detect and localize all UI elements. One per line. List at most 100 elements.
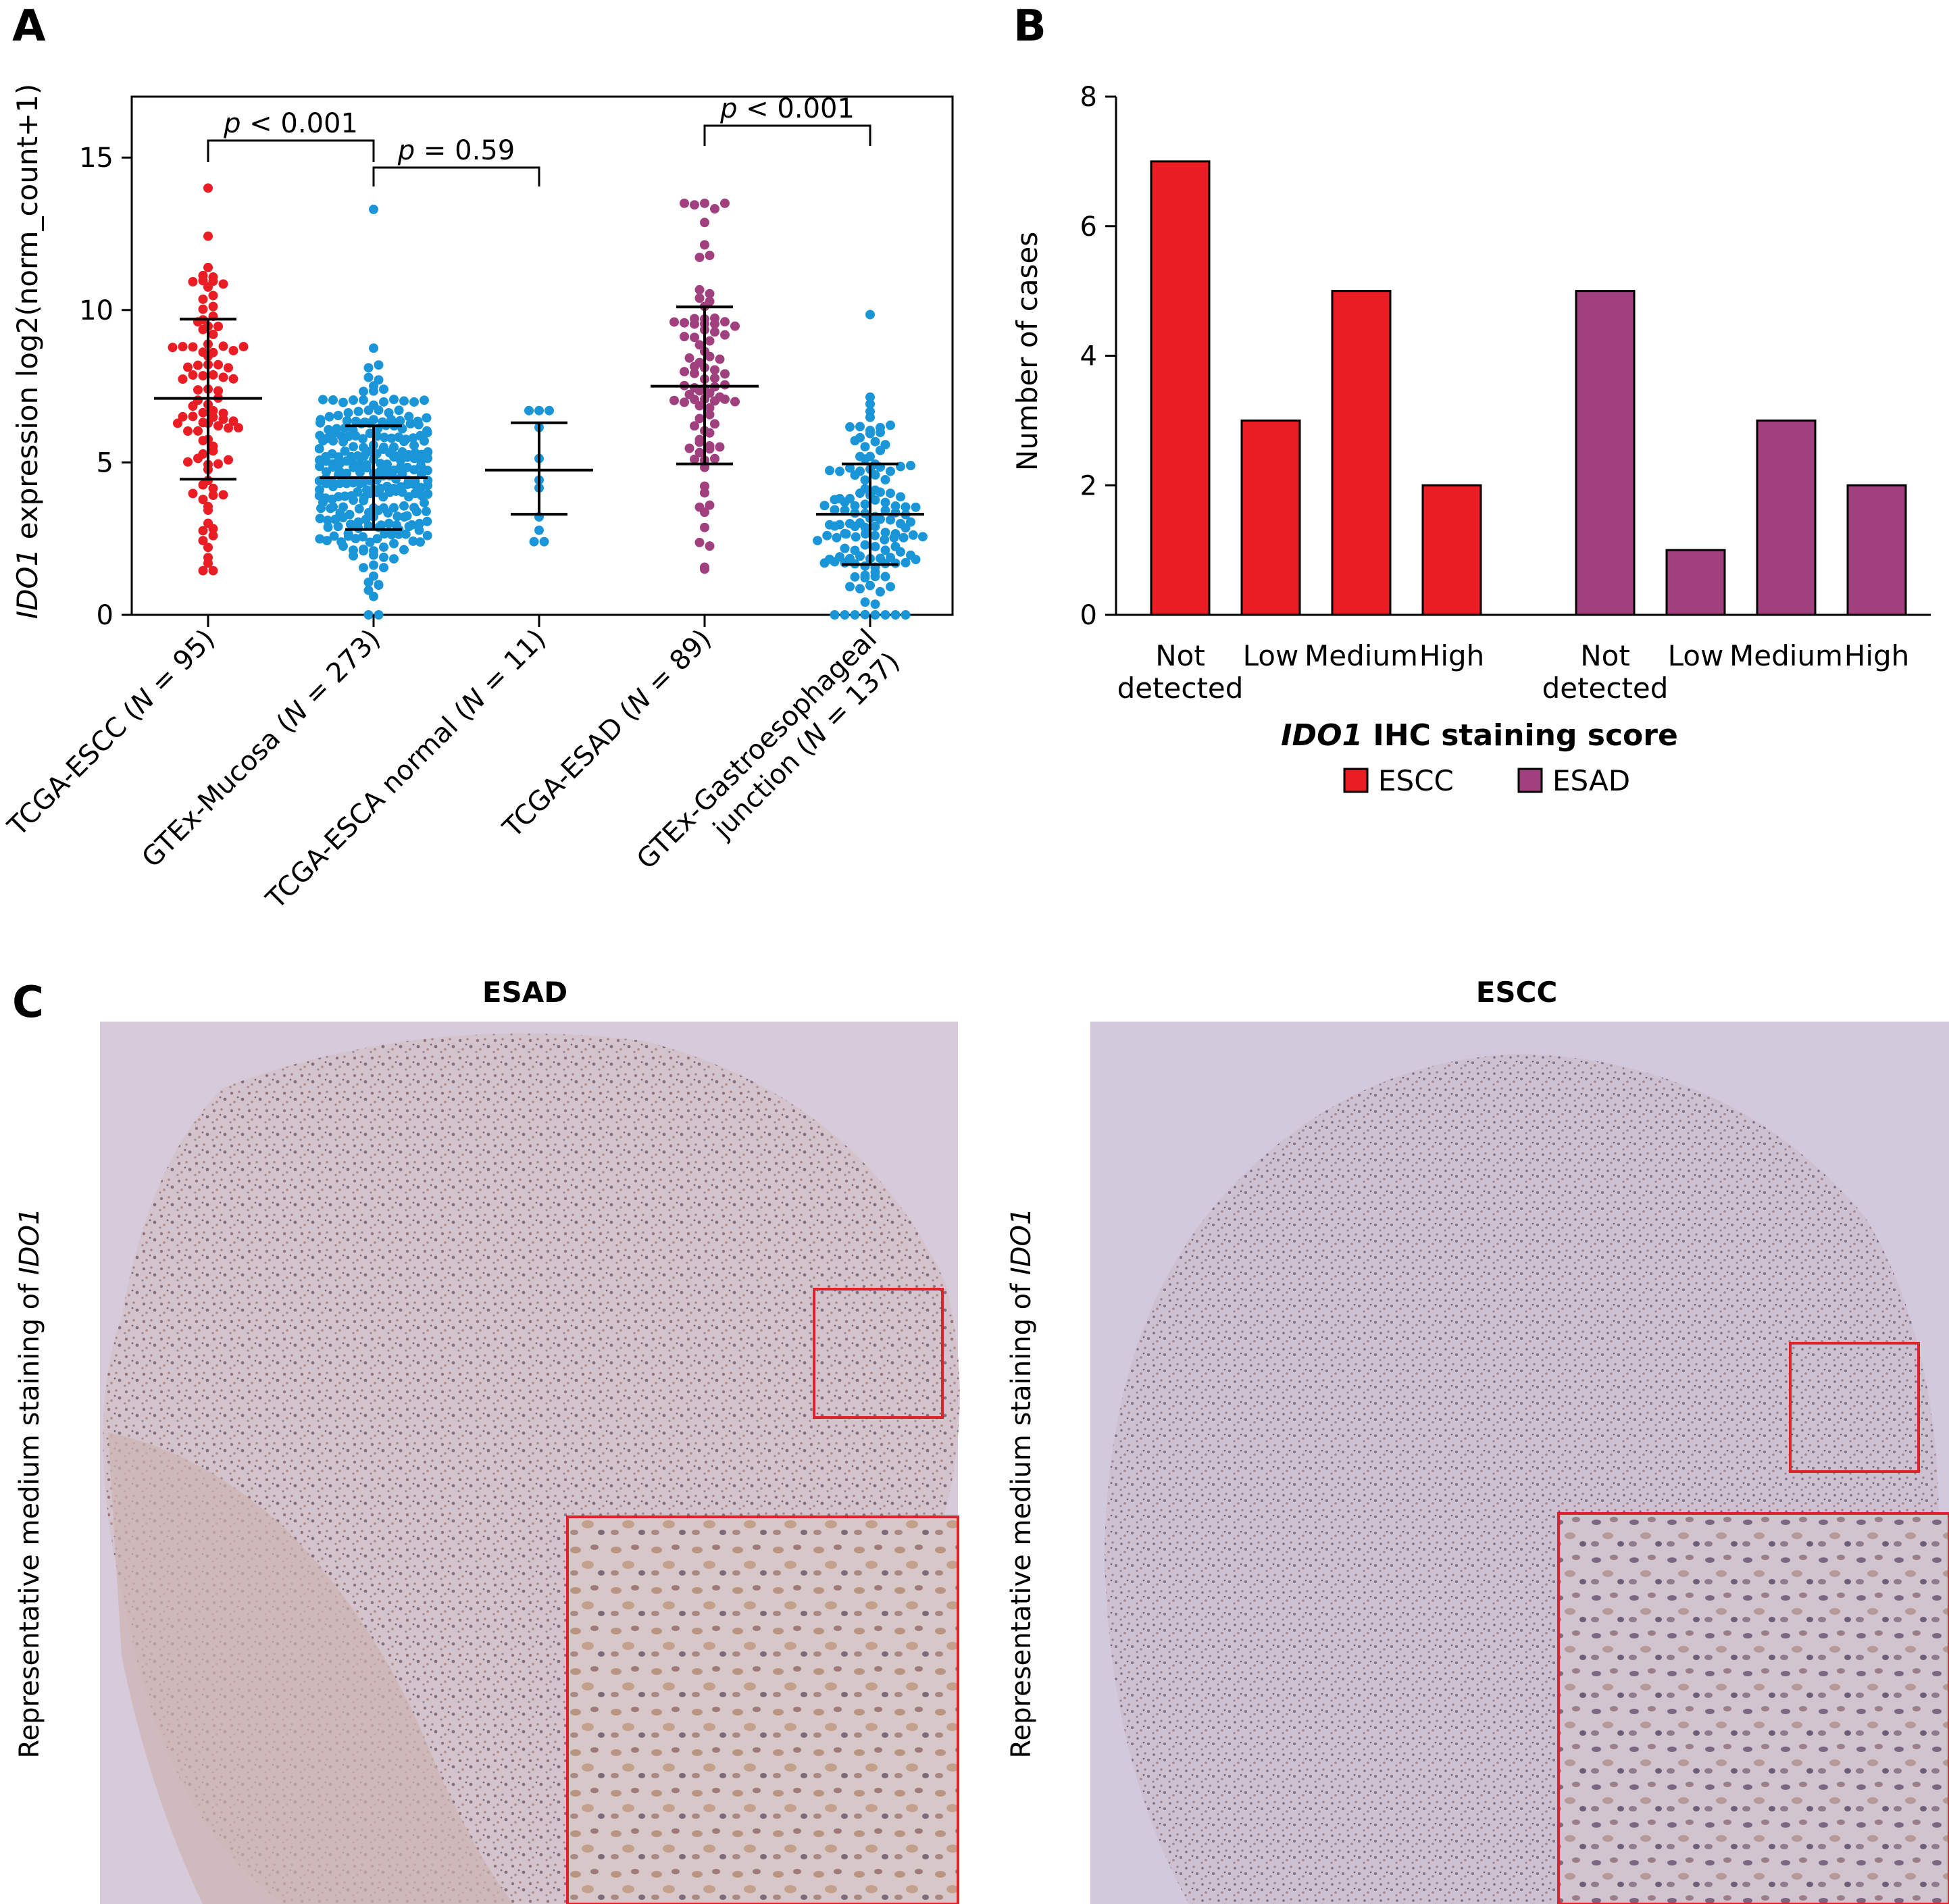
data-point xyxy=(409,397,419,407)
data-point xyxy=(870,530,880,541)
x-tick-label: detected xyxy=(1542,672,1669,705)
data-point xyxy=(845,422,855,432)
data-point xyxy=(374,610,384,620)
data-point xyxy=(690,454,699,464)
data-point xyxy=(402,511,412,521)
data-point xyxy=(860,475,870,485)
data-point xyxy=(346,519,355,529)
data-point xyxy=(870,610,880,620)
data-point xyxy=(694,340,705,350)
data-point xyxy=(359,395,368,405)
data-point xyxy=(730,321,740,331)
data-point xyxy=(343,407,353,418)
panel-a-dot-plot: 0 5 10 15 IDO1 expression log2(norm_count+1… xyxy=(1,84,954,916)
data-point xyxy=(700,198,709,208)
data-point xyxy=(379,503,388,513)
data-point xyxy=(840,543,850,553)
legend-label: ESCC xyxy=(1378,764,1454,797)
data-point xyxy=(198,449,208,459)
data-point xyxy=(690,368,699,378)
data-point xyxy=(178,411,188,422)
data-point xyxy=(850,572,860,582)
data-point xyxy=(694,502,705,512)
data-point xyxy=(208,301,218,311)
data-point xyxy=(315,430,325,441)
data-point xyxy=(422,426,432,436)
p-symbol: p xyxy=(719,93,737,124)
data-point xyxy=(539,536,549,547)
data-point xyxy=(684,353,694,363)
data-point xyxy=(395,416,405,426)
data-point xyxy=(322,467,331,477)
data-point xyxy=(710,365,719,375)
x-tick-label-line2: junction (N = 137) xyxy=(707,646,906,845)
data-point xyxy=(188,488,198,499)
data-point xyxy=(224,363,233,373)
data-point xyxy=(705,441,715,451)
y-axis-label-text: expression log2(norm_count+1) xyxy=(11,84,44,549)
data-point xyxy=(886,553,895,563)
data-point xyxy=(351,416,361,426)
x-tick-label: High xyxy=(1419,639,1485,672)
data-point xyxy=(825,554,834,564)
data-point xyxy=(198,371,208,381)
data-point xyxy=(328,395,338,405)
data-point xyxy=(413,416,423,426)
data-point xyxy=(830,610,840,620)
data-point xyxy=(329,531,339,541)
x-axis-label-gene: IDO1 xyxy=(1281,718,1363,753)
data-point xyxy=(845,518,855,528)
data-point xyxy=(315,484,324,495)
data-point xyxy=(208,491,218,501)
data-point xyxy=(880,440,890,450)
data-point xyxy=(700,240,709,250)
data-point xyxy=(876,422,885,432)
data-point xyxy=(835,494,844,504)
error-bars xyxy=(154,305,924,627)
p-value-label: p < 0.001 xyxy=(719,93,855,124)
data-point xyxy=(393,511,403,522)
data-point xyxy=(389,395,399,405)
data-point xyxy=(825,520,834,530)
micrograph-title-esad: ESAD xyxy=(482,976,567,1009)
data-point xyxy=(327,477,337,487)
data-point xyxy=(399,501,409,511)
data-point xyxy=(880,545,890,555)
side-label-escc-text: Representative medium staining of xyxy=(1006,1275,1037,1758)
data-point xyxy=(835,552,844,562)
data-point xyxy=(890,610,901,620)
data-point xyxy=(409,503,419,513)
data-point xyxy=(322,433,332,443)
data-point xyxy=(218,279,228,289)
data-point xyxy=(870,522,880,532)
data-point xyxy=(363,585,374,595)
data-point xyxy=(911,502,921,512)
data-point xyxy=(324,411,334,422)
data-point xyxy=(865,392,875,402)
data-point xyxy=(422,413,432,423)
x-axis-label-b: IDO1 IHC staining score xyxy=(1281,718,1678,753)
data-point xyxy=(203,501,213,511)
data-point xyxy=(389,538,399,549)
data-point xyxy=(188,370,198,380)
data-point xyxy=(382,459,392,470)
data-point xyxy=(224,423,233,433)
data-point xyxy=(198,270,208,280)
data-point xyxy=(421,506,431,516)
p-value-text: < 0.001 xyxy=(737,93,854,124)
data-point xyxy=(835,466,844,476)
panel-label-a: A xyxy=(12,1,46,51)
data-point xyxy=(720,380,730,390)
data-point xyxy=(384,518,394,528)
x-tick-label: Medium xyxy=(1729,639,1843,672)
data-point xyxy=(401,434,411,445)
data-point xyxy=(378,417,388,427)
data-point xyxy=(198,566,208,576)
data-point xyxy=(198,407,208,418)
inset-esad xyxy=(566,1515,959,1904)
data-point xyxy=(720,317,730,327)
data-point xyxy=(178,374,188,384)
data-point xyxy=(394,405,404,416)
data-point xyxy=(860,499,870,509)
data-point xyxy=(328,502,338,512)
